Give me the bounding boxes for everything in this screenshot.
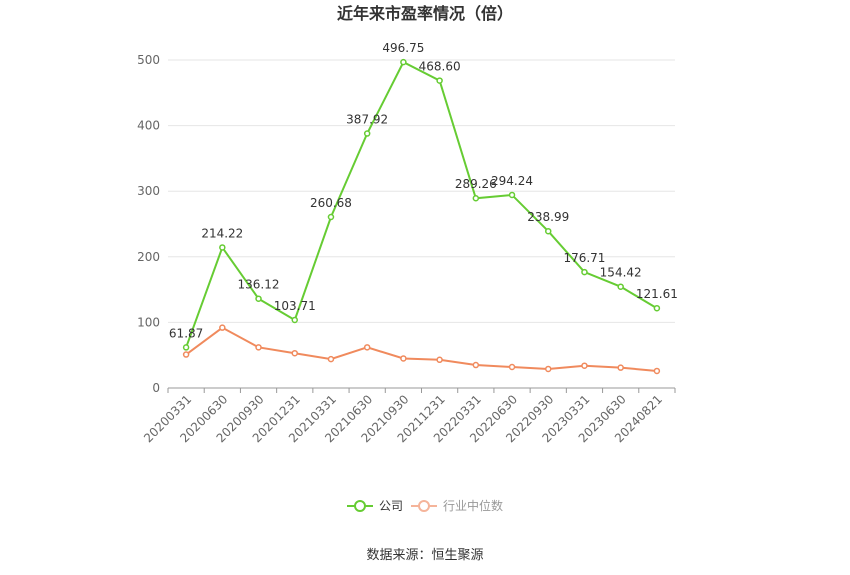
data-point-industry [219, 324, 226, 331]
data-label-company: 154.42 [600, 266, 642, 280]
data-label-company: 214.22 [201, 226, 243, 240]
data-label-company: 121.61 [636, 287, 678, 301]
legend-marker-industry [418, 500, 430, 512]
data-point-company [545, 227, 552, 235]
data-point-company [581, 268, 588, 276]
data-point-company [472, 194, 480, 202]
data-label-company: 176.71 [563, 251, 605, 265]
data-label-company: 103.71 [274, 299, 316, 313]
data-label-company: 294.24 [491, 174, 533, 188]
legend-label-industry: 行业中位数 [443, 498, 503, 513]
y-tick-label: 0 [152, 381, 160, 395]
data-point-company [400, 58, 407, 66]
data-point-company [255, 295, 262, 302]
data-point-industry [508, 363, 516, 371]
data-point-industry [255, 344, 262, 351]
y-tick-label: 100 [137, 315, 160, 329]
data-point-industry [653, 367, 661, 375]
data-label-company: 61.87 [169, 326, 203, 340]
data-point-industry [291, 349, 298, 357]
data-point-industry [545, 365, 552, 373]
legend-item-company[interactable]: 公司 [347, 499, 403, 513]
data-point-industry [327, 355, 335, 363]
data-point-industry [472, 361, 480, 369]
chart-title: 近年来市盈率情况（倍） [337, 4, 513, 23]
data-point-company [508, 191, 516, 199]
y-axis: 0 100 200 300 400 500 [137, 53, 160, 395]
x-axis: 2020033120200630202009302020123120210331… [141, 387, 676, 445]
data-point-industry [617, 364, 624, 371]
data-point-industry [400, 355, 407, 362]
data-label-company: 496.75 [382, 41, 424, 55]
data-point-industry [363, 344, 371, 351]
legend-marker-company [354, 500, 366, 512]
data-label-company: 260.68 [310, 196, 352, 210]
data-label-company: 387.92 [346, 113, 388, 127]
data-point-industry [436, 356, 443, 364]
data-point-company [617, 283, 624, 290]
data-label-company: 238.99 [527, 210, 569, 224]
data-point-company [436, 77, 443, 84]
legend-label-company: 公司 [379, 499, 403, 513]
source-note: 数据来源：恒生聚源 [366, 548, 483, 563]
data-point-company [653, 304, 661, 312]
data-point-company [291, 316, 298, 324]
y-tick-label: 500 [137, 53, 160, 67]
data-point-company [363, 130, 371, 137]
data-point-industry [182, 351, 190, 358]
data-label-company: 468.60 [419, 60, 461, 74]
data-point-company [182, 344, 190, 351]
y-tick-label: 200 [137, 250, 160, 264]
y-tick-label: 400 [137, 119, 160, 133]
grid-lines [168, 59, 675, 323]
series-layer: 61.87 214.22 136.12 103.71 260.68 387.92 496.7… [169, 41, 678, 375]
series-line-industry [185, 326, 657, 372]
data-label-company: 289.26 [455, 177, 497, 191]
data-label-company: 136.12 [238, 278, 280, 292]
series-line-company [185, 60, 658, 348]
y-tick-label: 300 [137, 184, 160, 198]
data-point-company [219, 244, 226, 251]
data-point-company [327, 213, 335, 221]
data-point-industry [581, 362, 588, 369]
legend-item-industry[interactable]: 行业中位数 [411, 498, 503, 513]
legend: 公司 行业中位数 [347, 498, 503, 513]
